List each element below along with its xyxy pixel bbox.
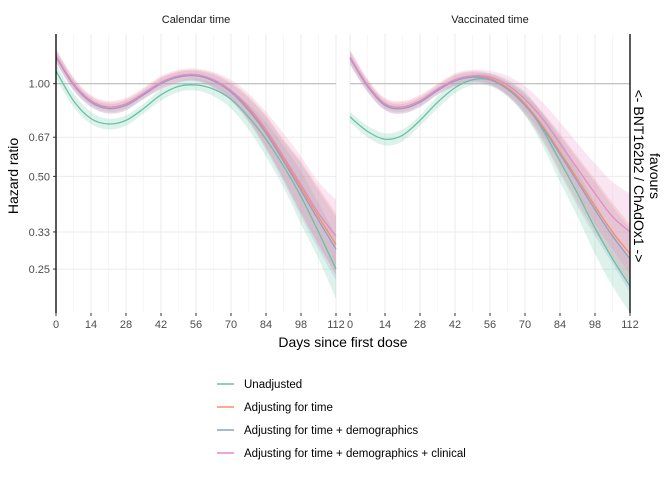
- ci-band: [56, 50, 336, 281]
- legend: Unadjusted Adjusting for time Adjusting fo…: [217, 379, 466, 460]
- legend-label: Adjusting for time + demographics + clin…: [244, 448, 466, 460]
- facet-title-right: Vaccinated time: [451, 14, 528, 26]
- y-axis-title: Hazard ratio: [5, 138, 21, 214]
- ci-band: [350, 49, 630, 275]
- x-tick-label: 0: [347, 319, 353, 331]
- legend-item: Adjusting for time + demographics + clin…: [217, 448, 466, 460]
- series-line: [55, 70, 337, 270]
- y-axis: 0.25 0.33 0.50 0.67 1.00: [29, 79, 56, 276]
- panel-1: 0 14 28 42 56 70 84 98 112: [53, 34, 345, 331]
- panel-2: 0 14 28 42 56 70 84 98 112: [347, 34, 639, 331]
- ci-band: [350, 50, 630, 287]
- x-tick-label: 42: [155, 319, 167, 331]
- y-tick-label: 0.33: [29, 227, 50, 239]
- x-tick-label: 112: [327, 319, 345, 331]
- x-tick-label: 98: [295, 319, 307, 331]
- legend-item: Unadjusted: [217, 379, 302, 391]
- x-tick-label: 56: [484, 319, 496, 331]
- y-tick-label: 0.50: [29, 171, 50, 183]
- right-axis-label-line-1: favours: [647, 153, 663, 199]
- y-tick-label: 0.67: [29, 132, 50, 144]
- x-tick-label: 14: [379, 319, 391, 331]
- legend-label: Unadjusted: [244, 379, 302, 391]
- x-tick-label: 56: [190, 319, 202, 331]
- x-tick-label: 84: [260, 319, 272, 331]
- x-tick-label: 14: [85, 319, 97, 331]
- series-line: [55, 55, 337, 237]
- ci-band: [350, 73, 630, 314]
- series-line: [349, 56, 631, 233]
- legend-label: Adjusting for time + demographics: [244, 425, 418, 437]
- legend-item: Adjusting for time: [217, 402, 333, 414]
- x-tick-label: 42: [449, 319, 461, 331]
- right-axis-label-line-2: <- BNT162b2 / ChAdOx1 ->: [631, 90, 647, 263]
- legend-label: Adjusting for time: [244, 402, 333, 414]
- x-tick-label: 70: [225, 319, 237, 331]
- ci-band: [350, 51, 630, 293]
- ci-band: [56, 63, 336, 299]
- x-tick-label: 98: [589, 319, 601, 331]
- x-axis-title: Days since first dose: [278, 334, 407, 350]
- x-tick-label: 0: [53, 319, 59, 331]
- series-line: [349, 57, 631, 260]
- y-tick-label: 1.00: [29, 79, 50, 91]
- x-tick-label: 84: [554, 319, 566, 331]
- facet-title-left: Calendar time: [162, 14, 230, 26]
- legend-item: Adjusting for time + demographics: [217, 425, 418, 437]
- x-tick-label: 28: [414, 319, 426, 331]
- series-line: [55, 56, 337, 250]
- x-tick-label: 28: [120, 319, 132, 331]
- y-tick-label: 0.25: [29, 264, 50, 276]
- x-tick-label: 112: [621, 319, 639, 331]
- x-tick-label: 70: [519, 319, 531, 331]
